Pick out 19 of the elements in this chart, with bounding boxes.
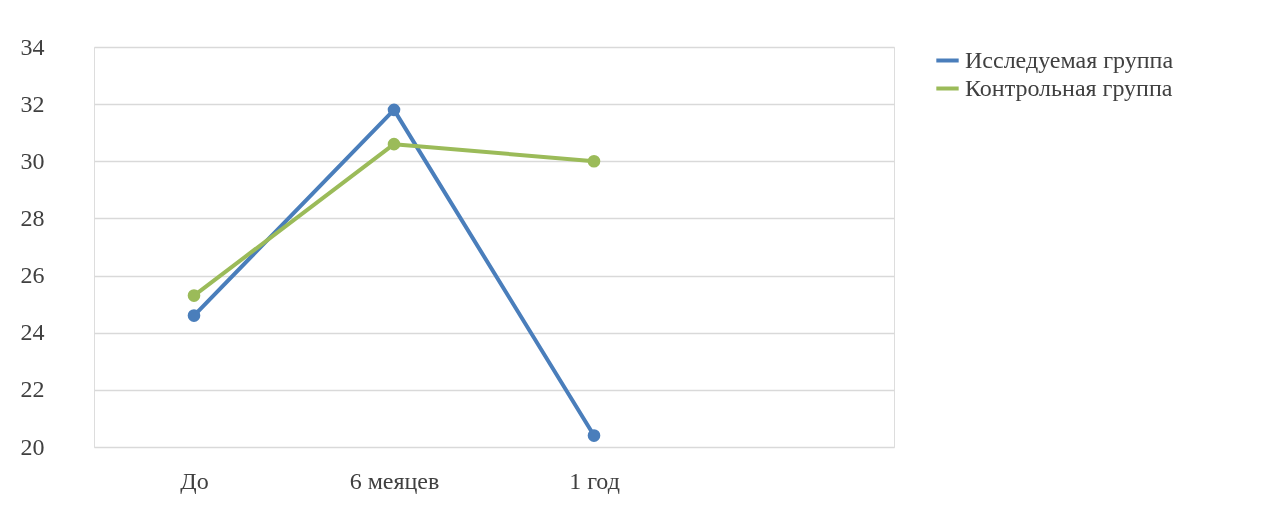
x-tick-label: 6 меяцев	[349, 467, 440, 494]
point	[387, 137, 401, 151]
y-tick-label: 32	[20, 90, 45, 117]
point	[387, 103, 401, 117]
x-tick-label: До	[180, 467, 209, 494]
y-tick-label: 34	[20, 33, 45, 60]
y-tick-label: 26	[20, 262, 45, 289]
point	[187, 289, 201, 302]
y-tick-label: 22	[20, 376, 45, 403]
point	[587, 154, 601, 168]
y-tick-label: 20	[20, 433, 45, 460]
point	[587, 429, 601, 442]
x-tick-label: 1 год	[569, 467, 620, 494]
y-tick-label: 28	[20, 204, 45, 231]
y-tick-label: 30	[20, 147, 45, 174]
point	[187, 309, 201, 322]
legend-label: Исследуемая группа	[965, 46, 1174, 73]
legend-label: Контрольная группа	[965, 74, 1173, 101]
y-tick-label: 24	[20, 319, 45, 346]
